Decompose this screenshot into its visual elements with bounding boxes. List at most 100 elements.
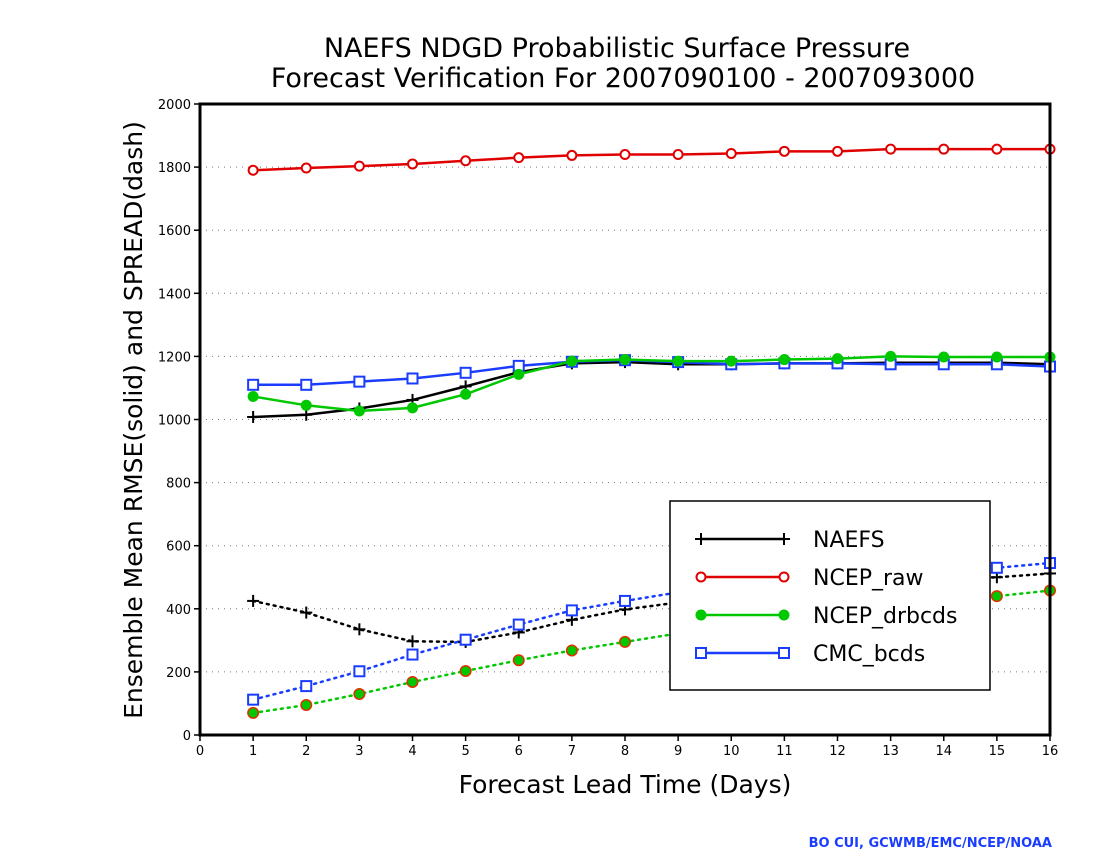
- rmse-series-NCEP_raw: [247, 143, 1056, 176]
- y-tick-label: 1600: [158, 224, 191, 239]
- y-tick-label: 1000: [158, 414, 191, 429]
- spread-point-NCEP_drbcds: [408, 677, 417, 687]
- rmse-point-NCEP_drbcds: [832, 353, 843, 365]
- rmse-point-CMC_bcds: [353, 375, 366, 388]
- x-tick-label: 4: [408, 744, 416, 759]
- spread-point-NAEFS: [300, 606, 313, 619]
- rmse-point-NCEP_drbcds: [300, 399, 312, 411]
- y-tick-label: 1800: [158, 161, 191, 176]
- legend: NAEFS NCEP_raw NCEP_drbcds CMC_bcds: [669, 500, 991, 691]
- legend-marker-left: [695, 533, 707, 545]
- rmse-point-NCEP_drbcds: [938, 351, 950, 363]
- spread-point-CMC_bcds: [247, 693, 260, 706]
- spread-point-NAEFS: [353, 623, 366, 636]
- legend-label: CMC_bcds: [813, 642, 925, 667]
- x-tick-label: 0: [196, 744, 204, 759]
- spread-point-CMC_bcds: [459, 633, 472, 646]
- x-tick-label: 5: [461, 744, 469, 759]
- rmse-point-NCEP_raw: [778, 145, 790, 157]
- rmse-point-NCEP_raw: [672, 148, 684, 160]
- spread-point-NCEP_drbcds: [567, 645, 577, 655]
- rmse-point-NCEP_drbcds: [672, 355, 684, 367]
- spread-point-NCEP_drbcds: [248, 708, 258, 718]
- rmse-point-NCEP_raw: [513, 152, 525, 164]
- spread-point-CMC_bcds: [512, 618, 525, 631]
- rmse-point-NCEP_raw: [725, 148, 737, 160]
- spread-point-NCEP_drbcds: [620, 637, 630, 647]
- x-tick-label: 14: [935, 744, 952, 759]
- y-tick-label: 0: [183, 729, 191, 744]
- rmse-point-CMC_bcds: [247, 378, 260, 391]
- x-axis-ticks: 0 1 2 3 4 5 6 7 8 9 10 11 12 13 14 15 16: [196, 735, 1058, 759]
- spread-point-CMC_bcds: [406, 648, 419, 661]
- spread-point-NCEP_drbcds: [354, 689, 364, 699]
- legend-label: NAEFS: [813, 528, 885, 553]
- rmse-series-NCEP_drbcds: [247, 350, 1056, 417]
- x-tick-label: 11: [776, 744, 793, 759]
- x-tick-label: 12: [829, 744, 846, 759]
- legend-label: NCEP_raw: [813, 566, 924, 591]
- spread-point-CMC_bcds: [990, 561, 1003, 574]
- rmse-point-CMC_bcds: [459, 366, 472, 379]
- y-axis-label: Ensemble Mean RMSE(solid) and SPREAD(das…: [119, 121, 148, 719]
- y-tick-label: 200: [166, 666, 191, 681]
- x-tick-label: 9: [674, 744, 682, 759]
- rmse-line-NAEFS: [253, 360, 1051, 419]
- x-tick-label: 7: [568, 744, 576, 759]
- x-tick-label: 8: [621, 744, 629, 759]
- rmse-point-NCEP_raw: [247, 164, 259, 176]
- y-tick-label: 800: [166, 477, 191, 492]
- x-tick-label: 10: [723, 744, 740, 759]
- rmse-point-NCEP_drbcds: [725, 355, 737, 367]
- chart-subtitle: Forecast Verification For 2007090100 - 2…: [271, 63, 975, 94]
- spread-point-NCEP_drbcds: [461, 666, 471, 676]
- x-tick-label: 13: [882, 744, 899, 759]
- rmse-point-NCEP_raw: [991, 143, 1003, 155]
- rmse-series-NAEFS: [247, 356, 1056, 423]
- rmse-point-NCEP_raw: [566, 149, 578, 161]
- rmse-point-CMC_bcds: [300, 378, 313, 391]
- spread-point-NCEP_drbcds: [992, 591, 1002, 601]
- spread-point-NCEP_drbcds: [301, 700, 311, 710]
- rmse-point-NCEP_drbcds: [566, 355, 578, 367]
- y-tick-label: 1400: [158, 287, 191, 302]
- rmse-point-NCEP_drbcds: [513, 368, 525, 380]
- legend-item-NCEP_raw: NCEP_raw: [695, 566, 924, 591]
- rmse-point-NCEP_raw: [832, 145, 843, 157]
- rmse-point-NCEP_raw: [460, 155, 472, 167]
- rmse-point-NCEP_drbcds: [353, 405, 365, 417]
- rmse-line-NCEP_drbcds: [252, 355, 1050, 413]
- legend-box: [669, 500, 991, 691]
- rmse-lines: [247, 143, 1056, 423]
- rmse-point-NCEP_drbcds: [991, 351, 1003, 363]
- y-tick-label: 600: [166, 540, 191, 555]
- legend-item-CMC_bcds: CMC_bcds: [695, 642, 925, 667]
- x-tick-label: 2: [302, 744, 310, 759]
- rmse-point-NCEP_raw: [885, 143, 897, 155]
- legend-label: NCEP_drbcds: [813, 604, 957, 629]
- rmse-point-NCEP_raw: [407, 158, 418, 170]
- rmse-point-NCEP_drbcds: [619, 354, 631, 366]
- rmse-point-NCEP_raw: [938, 143, 950, 155]
- chart-title: NAEFS NDGD Probabilistic Surface Pressur…: [324, 33, 910, 64]
- rmse-point-NCEP_raw: [300, 162, 312, 174]
- rmse-point-NCEP_drbcds: [460, 388, 472, 400]
- y-tick-label: 2000: [158, 98, 191, 113]
- x-axis-label: Forecast Lead Time (Days): [459, 770, 792, 799]
- spread-point-CMC_bcds: [565, 604, 578, 617]
- y-tick-label: 1200: [158, 350, 191, 365]
- rmse-point-NCEP_raw: [353, 160, 365, 172]
- rmse-point-NCEP_drbcds: [407, 402, 418, 414]
- rmse-point-NCEP_drbcds: [247, 390, 259, 402]
- legend-marker-right: [778, 647, 790, 659]
- spread-point-CMC_bcds: [353, 665, 366, 678]
- rmse-point-NCEP_drbcds: [885, 350, 897, 362]
- rmse-point-CMC_bcds: [406, 372, 419, 385]
- x-tick-label: 6: [515, 744, 523, 759]
- x-tick-label: 16: [1042, 744, 1059, 759]
- spread-point-NAEFS: [406, 635, 419, 648]
- spread-point-NAEFS: [247, 594, 260, 607]
- x-tick-label: 15: [989, 744, 1006, 759]
